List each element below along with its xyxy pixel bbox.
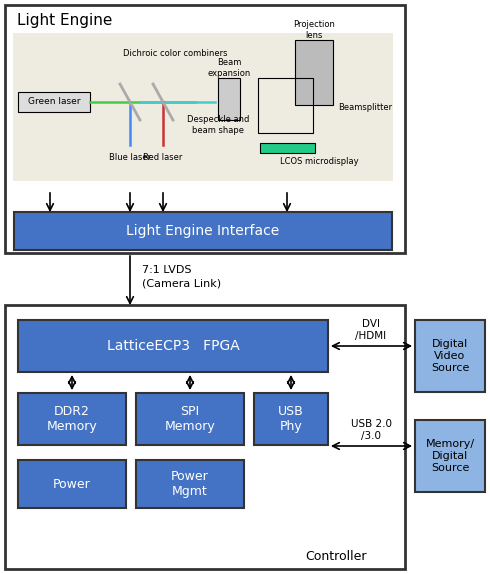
Bar bbox=[136, 460, 244, 508]
Text: Despeckle and
beam shape: Despeckle and beam shape bbox=[187, 115, 249, 135]
Text: Projection
lens: Projection lens bbox=[293, 20, 335, 40]
Bar bbox=[258, 78, 313, 133]
Text: Beamsplitter: Beamsplitter bbox=[338, 103, 392, 113]
Bar bbox=[260, 143, 315, 153]
Text: LCOS microdisplay: LCOS microdisplay bbox=[280, 157, 359, 166]
Text: Green laser: Green laser bbox=[28, 98, 80, 107]
Bar bbox=[5, 305, 405, 569]
Text: Dichroic color combiners: Dichroic color combiners bbox=[123, 48, 227, 57]
Text: Controller: Controller bbox=[305, 550, 367, 564]
Text: Power: Power bbox=[53, 478, 91, 491]
Text: Light Engine: Light Engine bbox=[17, 14, 112, 29]
Text: LatticeECP3   FPGA: LatticeECP3 FPGA bbox=[107, 339, 240, 353]
Text: DVI
/HDMI: DVI /HDMI bbox=[355, 319, 387, 341]
Bar bbox=[218, 78, 240, 120]
Text: Digital
Video
Source: Digital Video Source bbox=[431, 339, 469, 373]
Text: Blue laser: Blue laser bbox=[109, 153, 151, 162]
Bar bbox=[14, 212, 392, 250]
Text: DDR2
Memory: DDR2 Memory bbox=[47, 405, 98, 433]
Bar bbox=[5, 5, 405, 253]
Bar bbox=[136, 393, 244, 445]
Bar bbox=[18, 393, 126, 445]
Text: USB 2.0
/3.0: USB 2.0 /3.0 bbox=[350, 419, 392, 441]
Text: SPI
Memory: SPI Memory bbox=[165, 405, 216, 433]
Bar bbox=[415, 420, 485, 492]
Text: Memory/
Digital
Source: Memory/ Digital Source bbox=[425, 440, 474, 472]
Bar bbox=[415, 320, 485, 392]
Text: Red laser: Red laser bbox=[143, 153, 183, 162]
Text: 7:1 LVDS: 7:1 LVDS bbox=[142, 265, 192, 275]
Bar bbox=[18, 460, 126, 508]
Text: Beam
expansion: Beam expansion bbox=[207, 59, 250, 77]
Bar bbox=[295, 40, 333, 105]
Bar bbox=[18, 320, 328, 372]
Text: USB
Phy: USB Phy bbox=[278, 405, 304, 433]
Text: (Camera Link): (Camera Link) bbox=[142, 279, 221, 289]
Bar bbox=[18, 92, 90, 112]
Text: Power
Mgmt: Power Mgmt bbox=[171, 470, 209, 498]
Text: Light Engine Interface: Light Engine Interface bbox=[126, 224, 280, 238]
Bar bbox=[254, 393, 328, 445]
Bar bbox=[13, 33, 393, 181]
